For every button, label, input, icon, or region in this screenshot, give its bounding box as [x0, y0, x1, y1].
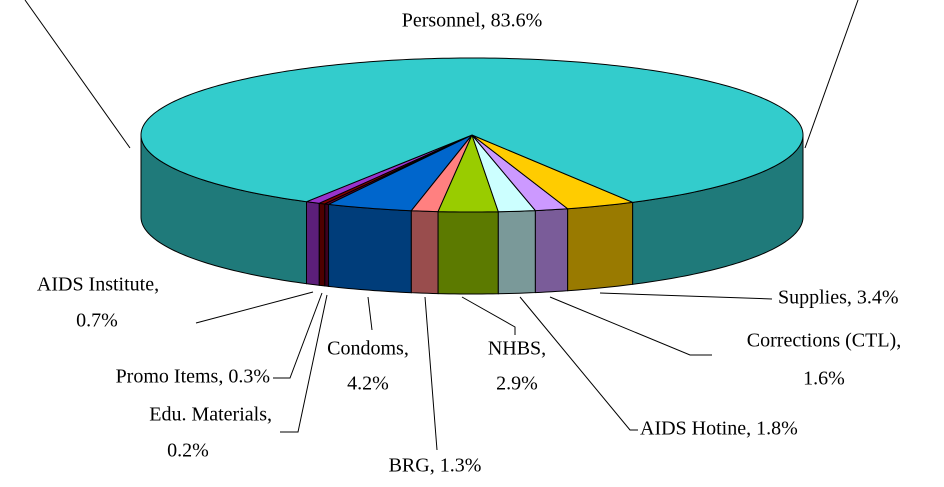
slice-side [437, 211, 499, 295]
leader-line [24, 0, 131, 149]
data-label: 2.9% [496, 373, 538, 395]
leader-line [519, 296, 638, 431]
leader-line [804, 0, 859, 149]
slice-side [497, 210, 536, 295]
data-label: AIDS Hotine, 1.8% [640, 418, 798, 440]
data-label: 1.6% [803, 368, 845, 390]
data-label: NHBS, [488, 338, 546, 360]
slice [471, 134, 635, 210]
slice [140, 57, 804, 203]
slice-side [328, 203, 412, 294]
slice-side [567, 201, 634, 292]
data-label: BRG, 1.3% [389, 455, 482, 477]
slice-side [410, 210, 439, 295]
slice-side [318, 202, 326, 287]
slice [326, 134, 473, 212]
data-label: Edu. Materials, [149, 404, 272, 426]
data-label: 4.2% [347, 373, 389, 395]
slice [410, 134, 473, 213]
slice [437, 133, 500, 213]
data-label: Corrections (CTL), [747, 330, 901, 352]
slice-side [306, 201, 320, 286]
data-label: Promo Items, 0.3% [116, 366, 270, 388]
data-label: Condoms, [327, 338, 409, 360]
data-label: 0.2% [167, 440, 209, 462]
leader-line [273, 292, 323, 379]
leader-line [424, 296, 438, 451]
leader-line [367, 296, 373, 331]
leader-line [599, 292, 773, 300]
leader-line [195, 291, 314, 324]
data-label: 0.7% [76, 310, 118, 332]
leader-line [549, 296, 712, 356]
data-label: Supplies, 3.4% [778, 287, 899, 309]
data-label: Personnel, 83.6% [402, 10, 543, 32]
leader-line [461, 296, 516, 335]
slice-side [534, 208, 569, 294]
data-label: AIDS Institute, [37, 274, 159, 296]
slice-side [324, 203, 330, 287]
leader-line [280, 294, 328, 433]
